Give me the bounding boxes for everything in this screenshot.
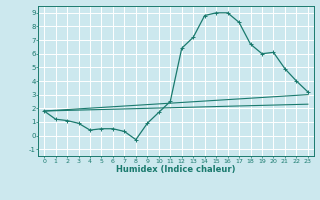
- X-axis label: Humidex (Indice chaleur): Humidex (Indice chaleur): [116, 165, 236, 174]
